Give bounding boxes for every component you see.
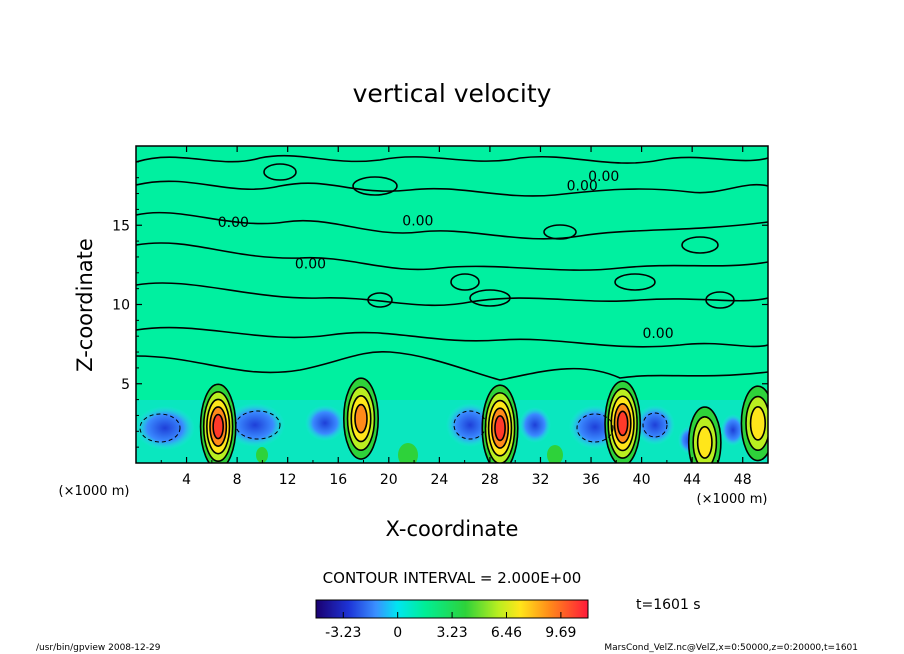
chart-title: vertical velocity [353, 79, 552, 108]
negative-contours [139, 410, 668, 443]
colorbar-tick-label: 9.69 [545, 625, 576, 641]
y-tick-label: 10 [112, 298, 130, 314]
contour-value-label: 0.00 [218, 215, 249, 231]
contour-labels: 0.000.000.00 0.000.000.00 [218, 169, 674, 342]
contour-value-label: 0.00 [295, 256, 326, 272]
x-tick-label: 24 [430, 472, 448, 488]
colorbar-tick-label: 3.23 [436, 625, 467, 641]
time-label: t=1601 s [636, 597, 701, 613]
downdraft-patch [721, 414, 745, 446]
x-tick-label: 4 [182, 472, 191, 488]
downdraft-patch [305, 405, 345, 441]
contour-value-label: 0.00 [642, 326, 673, 342]
contour-interval-label: CONTOUR INTERVAL = 2.000E+00 [323, 569, 582, 587]
updraft-contour [212, 413, 224, 440]
y-unit-label: (×1000 m) [59, 484, 130, 499]
x-axis: 4 8 12 16 20 24 28 32 36 40 44 48 [160, 146, 752, 488]
colorbar-tick-label: 6.46 [491, 625, 522, 641]
x-tick-label: 8 [233, 472, 242, 488]
x-tick-label: 16 [329, 472, 347, 488]
downdraft-patch [519, 407, 551, 443]
x-tick-label: 32 [532, 472, 550, 488]
weak-updraft-patch [398, 443, 418, 463]
x-axis-label: X-coordinate [386, 517, 519, 541]
updraft-contour [616, 410, 629, 437]
x-tick-label: 48 [734, 472, 752, 488]
x-tick-label: 36 [582, 472, 600, 488]
contour-value-label: 0.00 [567, 179, 598, 195]
downdraft-patch [136, 406, 195, 450]
zero-contours [136, 154, 768, 381]
y-axis: 5 10 15 [112, 161, 768, 448]
weak-updraft-patch [547, 445, 563, 463]
colorbar-tick-label: -3.23 [325, 625, 361, 641]
x-tick-label: 40 [633, 472, 651, 488]
x-unit-label: (×1000 m) [697, 492, 768, 507]
footer-right: MarsCond_VelZ.nc@VelZ,x=0:50000,z=0:2000… [604, 643, 858, 653]
downdraft-patch [225, 403, 285, 447]
colorbar-ticks: -3.23 0 3.23 6.46 9.69 [325, 612, 576, 641]
updraft-contour [696, 425, 713, 459]
field-layer [136, 154, 768, 463]
x-tick-label: 44 [683, 472, 701, 488]
colorbar-tick-label: 0 [393, 625, 402, 641]
contour-value-label: 0.00 [402, 213, 433, 229]
updraft-contour [354, 403, 368, 434]
y-tick-label: 15 [112, 218, 130, 234]
footer-left: /usr/bin/gpview 2008-12-29 [36, 643, 161, 653]
x-tick-label: 28 [481, 472, 499, 488]
downdraft-patch [635, 405, 675, 445]
updraft-cores [199, 377, 768, 463]
updraft-contour [494, 415, 506, 442]
y-axis-label: Z-coordinate [73, 238, 97, 372]
y-tick-label: 5 [121, 377, 130, 393]
updraft-contour [749, 406, 767, 441]
contour-value-label: 0.00 [588, 169, 619, 185]
weak-updraft-patch [256, 447, 268, 463]
x-tick-label: 20 [380, 472, 398, 488]
x-tick-label: 12 [279, 472, 297, 488]
